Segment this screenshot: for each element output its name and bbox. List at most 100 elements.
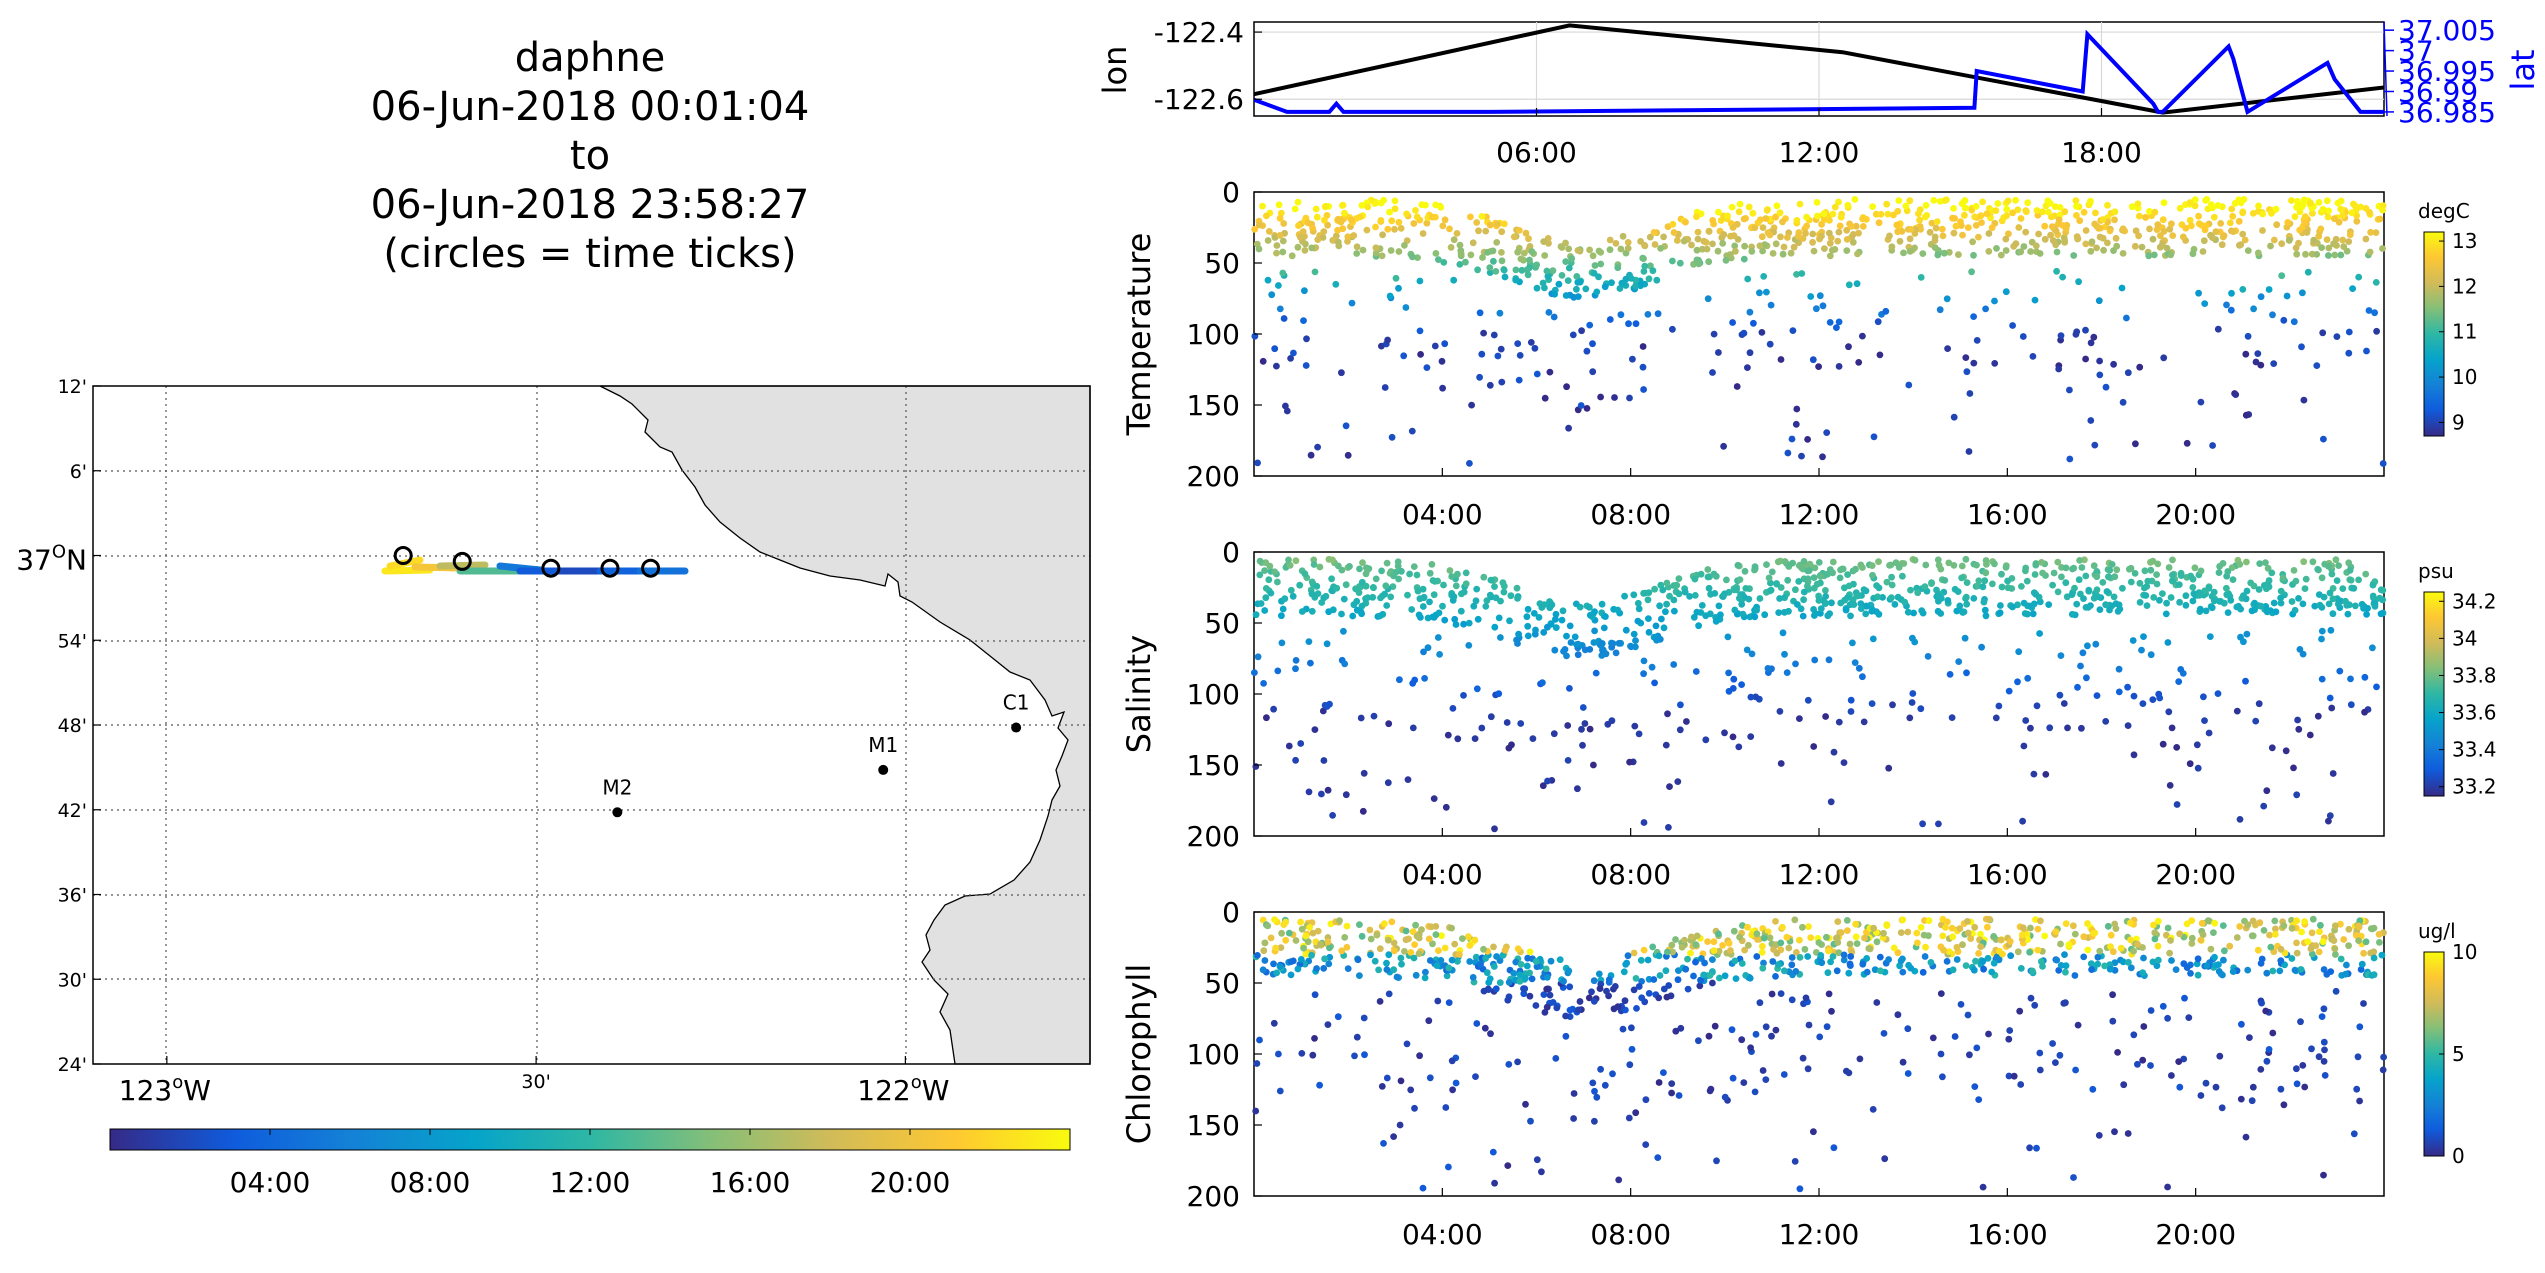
data-point [1873, 999, 1881, 1006]
data-point [1769, 250, 1777, 257]
data-point [1798, 452, 1805, 460]
data-point [2237, 1095, 2245, 1103]
data-point [2277, 945, 2285, 953]
data-point [1640, 589, 1647, 597]
data-point [1951, 215, 1958, 222]
data-point [2356, 1023, 2364, 1031]
data-point [1664, 948, 1671, 956]
data-point [1356, 921, 1363, 928]
data-point [1528, 975, 1536, 983]
data-point [1544, 623, 1551, 631]
data-point [2345, 942, 2353, 950]
lat-tick-label: 42' [58, 800, 87, 822]
data-point [1894, 1011, 1902, 1019]
colorbar-tick-label: 10 [2452, 365, 2477, 389]
data-point [1870, 433, 1878, 441]
data-point [1377, 594, 1384, 602]
data-point [1370, 584, 1377, 592]
data-point [1698, 602, 1706, 609]
data-point [1437, 203, 1445, 211]
data-point [2293, 791, 2301, 799]
data-point [2139, 1056, 2147, 1064]
data-point [1533, 1156, 1541, 1164]
data-point [1564, 277, 1572, 284]
data-point [1828, 1007, 1835, 1015]
data-point [1543, 1003, 1551, 1011]
data-point [1364, 566, 1371, 574]
data-point [1532, 958, 1540, 965]
data-point [1914, 589, 1922, 597]
data-point [1407, 949, 1415, 956]
data-point [2207, 945, 2215, 953]
data-point [1360, 1014, 1368, 1022]
data-point [1830, 748, 1838, 756]
data-point [1517, 720, 1525, 727]
data-point [1366, 926, 1374, 934]
data-point [2056, 691, 2064, 699]
x-tick-label: 12:00 [1779, 498, 1860, 531]
data-point [1414, 587, 1422, 595]
data-point [1260, 680, 1267, 687]
data-point [1434, 997, 1442, 1005]
data-point [1705, 584, 1713, 592]
data-point [2372, 279, 2380, 286]
data-point [1628, 1045, 1636, 1053]
data-point [1672, 936, 1679, 943]
data-point [2318, 244, 2326, 252]
data-point [1261, 957, 1269, 964]
data-point [1764, 665, 1772, 672]
data-point [1526, 256, 1533, 264]
data-point [1666, 783, 1673, 790]
data-point [1676, 726, 1684, 734]
data-point [2214, 202, 2222, 209]
data-point [1471, 735, 1479, 742]
data-point [1953, 956, 1961, 963]
data-point [2071, 930, 2079, 938]
data-point [2252, 717, 2260, 725]
data-point [1644, 956, 1652, 964]
data-point [1779, 250, 1787, 258]
data-point [1265, 576, 1273, 584]
data-point [1392, 274, 1400, 282]
data-point [1753, 606, 1760, 614]
data-point [1614, 606, 1622, 614]
data-point [2260, 802, 2268, 810]
data-point [1692, 668, 1700, 675]
data-point [1777, 939, 1785, 947]
data-point [1855, 664, 1863, 672]
lat-tick-label: 36' [58, 885, 87, 907]
data-point [1871, 966, 1879, 974]
data-point [1692, 941, 1700, 949]
data-point [2301, 213, 2309, 221]
data-point [2349, 285, 2357, 292]
data-point [2229, 576, 2237, 583]
data-point [1922, 943, 1929, 951]
data-point [1760, 959, 1767, 967]
data-point [1318, 599, 1326, 606]
data-point [1886, 562, 1893, 569]
data-point [2202, 607, 2210, 615]
data-point [1344, 965, 1352, 972]
data-point [2062, 999, 2069, 1007]
data-point [1835, 318, 1843, 326]
data-point [2183, 439, 2191, 447]
data-point [2036, 1049, 2044, 1057]
data-point [2269, 967, 2277, 975]
data-point [1538, 604, 1546, 611]
data-point [1895, 197, 1903, 205]
position-series-left [1254, 23, 2384, 115]
data-point [1481, 1024, 1489, 1032]
data-point [2232, 391, 2240, 398]
data-point [1793, 949, 1800, 956]
data-point [1742, 585, 1750, 592]
data-point [2315, 199, 2323, 206]
data-point [1518, 266, 1526, 274]
data-point [2154, 917, 2162, 925]
data-point [1495, 690, 1503, 698]
data-point [1514, 945, 1522, 953]
data-point [1320, 965, 1328, 972]
data-point [1446, 567, 1454, 574]
data-point [1780, 967, 1788, 975]
data-point [1469, 974, 1477, 981]
